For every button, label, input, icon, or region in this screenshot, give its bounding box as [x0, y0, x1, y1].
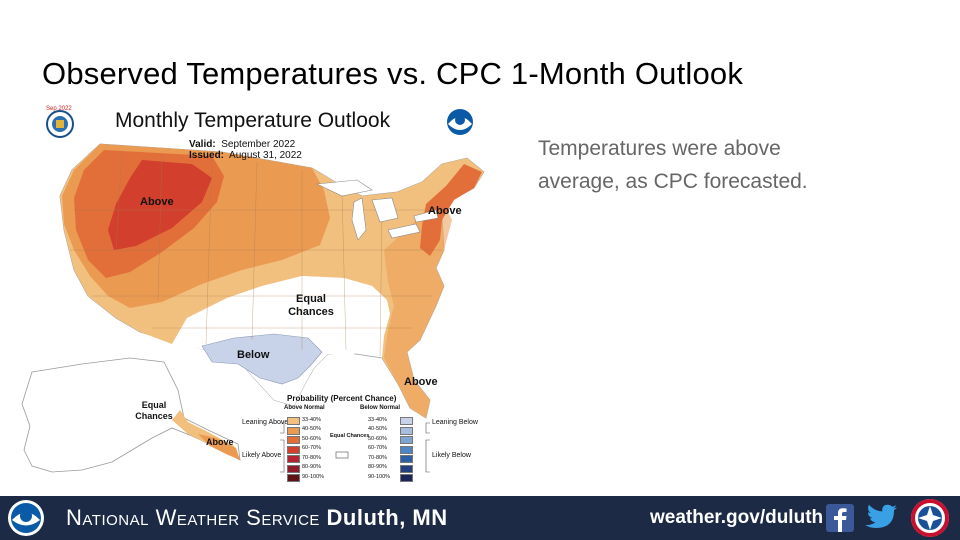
legend-below-bin-label: 80-90%: [368, 464, 387, 470]
label-above-alaska: Above: [206, 437, 234, 447]
legend-likely-below: Likely Below: [432, 452, 471, 459]
noaa-logo-icon: [447, 109, 473, 135]
legend-below-swatch: [400, 474, 413, 482]
label-below-texas: Below: [237, 349, 270, 361]
slide-title: Observed Temperatures vs. CPC 1-Month Ou…: [42, 56, 744, 91]
legend-below-swatch: [400, 445, 413, 454]
legend-below-bin-label: 70-80%: [368, 454, 387, 461]
legend-above-header: Above Normal: [284, 405, 325, 411]
legend-below-swatch: [400, 426, 413, 435]
legend-above-swatch: [287, 464, 300, 473]
sep-badge: Sep 2022: [46, 106, 72, 112]
outlook-map-panel: Sep 2022 Monthly Temperature Outlook Val…: [12, 100, 512, 490]
legend-above-swatch: [287, 455, 300, 463]
legend-above-swatch: [287, 426, 300, 435]
noaa-logo-icon[interactable]: [7, 499, 45, 537]
legend-below-swatch: [400, 464, 413, 473]
label-above-florida: Above: [404, 376, 438, 388]
footer-bar: National Weather Service Duluth, MN weat…: [0, 496, 960, 540]
footer-url[interactable]: weather.gov/duluth: [650, 507, 824, 528]
alaska-landmass: [21, 357, 241, 473]
legend-brackets: [280, 422, 430, 473]
legend-below-swatch: [400, 455, 413, 463]
legend-leaning-below: Leaning Below: [432, 419, 478, 426]
legend-below-header: Below Normal: [360, 405, 401, 411]
legend-below-bin-label: 50-60%: [368, 435, 387, 442]
legend-below-bin-label: 33-40%: [368, 416, 387, 423]
legend-above-bin-label: 80-90%: [302, 464, 321, 470]
label-above-northeast: Above: [428, 205, 462, 217]
valid-label: Valid:: [189, 139, 216, 150]
issued-value: August 31, 2022: [229, 150, 302, 161]
above-strongest-region: [108, 160, 212, 250]
above-medium-east-region: [384, 200, 452, 418]
legend-below-swatch: [400, 436, 413, 444]
legend-leaning-above: Leaning Above: [242, 419, 289, 426]
label-above-west: Above: [140, 196, 174, 208]
below-region: [201, 333, 323, 385]
footer-org-name: National Weather Service Duluth, MN: [66, 505, 448, 531]
twitter-icon[interactable]: [864, 504, 898, 532]
legend-title: Probability (Percent Chance): [287, 394, 397, 403]
legend-likely-above: Likely Above: [242, 452, 282, 459]
label-equal-chances-alaska: Equal Chances: [135, 400, 173, 421]
alaska-above-medium: [198, 434, 240, 460]
facebook-icon[interactable]: [826, 504, 854, 532]
legend-above-bin-label: 60-70%: [302, 445, 321, 451]
legend-below-bin-label: 90-100%: [368, 473, 391, 480]
map-title: Monthly Temperature Outlook: [115, 109, 391, 132]
great-lakes: [315, 179, 439, 241]
legend-above-bin-label: 33-40%: [302, 416, 321, 423]
equal-chances-swatch: [335, 451, 349, 459]
nws-logo-icon[interactable]: [910, 498, 950, 538]
legend-below-bin-label: 60-70%: [368, 445, 387, 451]
footer-name-prefix: National Weather Service: [66, 505, 327, 530]
legend-above-swatch: [287, 417, 300, 425]
legend-below-bin-label: 40-50%: [368, 426, 387, 432]
legend-above-bin-label: 50-60%: [302, 435, 321, 442]
legend-equal-chances: Equal Chances: [330, 433, 370, 439]
side-text: Temperatures were above average, as CPC …: [538, 137, 808, 193]
commerce-seal-icon: [46, 110, 74, 138]
legend-below-swatch: [400, 417, 413, 425]
legend-above-swatch: [287, 474, 300, 482]
legend-above-swatch: [287, 436, 300, 444]
valid-line: Valid: September 2022: [189, 139, 295, 150]
above-strong-ne-region: [420, 164, 482, 256]
label-equal-chances-central: Equal Chances: [288, 293, 334, 318]
issued-label: Issued:: [189, 150, 225, 161]
state-boundaries: [70, 149, 442, 357]
legend-above-bin-label: 40-50%: [302, 426, 321, 432]
issued-line: Issued: August 31, 2022: [189, 150, 302, 161]
footer-office: Duluth, MN: [326, 505, 448, 530]
legend-above-bin-label: 70-80%: [302, 454, 321, 461]
legend-above-swatch: [287, 445, 300, 454]
legend-above-bin-label: 90-100%: [302, 473, 325, 480]
valid-value: September 2022: [221, 139, 296, 150]
outlook-map: [21, 109, 485, 473]
